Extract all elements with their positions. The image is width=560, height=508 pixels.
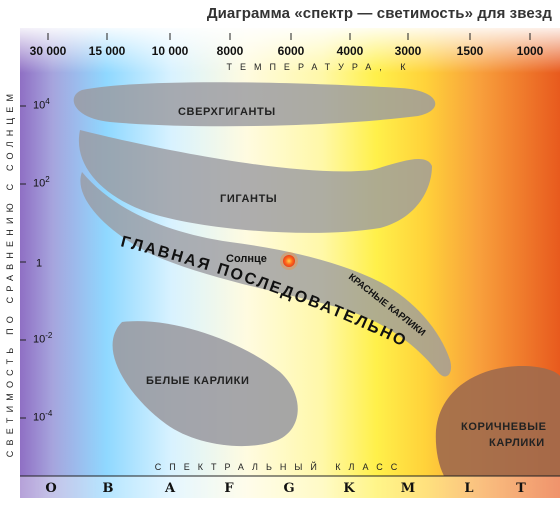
luminosity-axis-label: СВЕТИМОСТЬ ПО СРАВНЕНИЮ С СОЛНЦЕМ [5,88,15,458]
temperature-tick: 1000 [516,44,544,58]
temperature-tick: 6000 [277,44,305,58]
diagram-title: Диаграмма «спектр — светимость» для звез… [206,5,552,22]
temperature-tick: 8000 [216,44,244,58]
spectral-class: G [283,481,295,496]
sun-label: Солнце [226,253,267,265]
temperature-tick: 30 000 [29,44,67,58]
spectral-axis-label: СПЕКТРАЛЬНЫЙ КЛАСС [154,462,406,472]
temperature-tick: 1500 [456,44,484,58]
giants-label: ГИГАНТЫ [220,193,278,205]
white-dwarfs-label: БЕЛЫЕ КАРЛИКИ [146,375,250,387]
temperature-tick-marks [47,33,531,40]
main-sequence-region [80,172,452,377]
spectral-class: A [164,481,176,496]
white-dwarfs-region [112,321,298,447]
supergiants-label: СВЕРХГИГАНТЫ [178,106,276,118]
giants-region [78,130,432,233]
luminosity-tick: 102 [33,175,50,190]
brown-dwarfs-region [435,366,560,476]
luminosity-tick: 1 [36,257,43,270]
spectral-class-band [20,476,560,498]
luminosity-tick: 104 [33,97,50,112]
temperature-tick: 4000 [336,44,364,58]
spectral-class: T [516,481,526,496]
spectral-class: M [400,481,416,496]
temperature-tick: 10 000 [151,44,189,58]
spectral-class: L [464,481,474,496]
luminosity-tick-marks [20,105,26,419]
brown-dwarfs-label-line1: КОРИЧНЕВЫЕ [461,421,547,433]
brown-dwarfs-label-line2: КАРЛИКИ [489,437,545,449]
supergiants-region [73,82,436,127]
spectral-class: O [45,481,57,496]
temperature-tick: 15 000 [88,44,126,58]
luminosity-tick: 10-2 [33,331,53,346]
temperature-axis-label: ТЕМПЕРАТУРА, К [226,62,414,72]
sun-icon [280,252,298,270]
spectral-class: F [224,481,234,496]
spectral-class: B [102,481,114,496]
temperature-tick: 3000 [394,44,422,58]
luminosity-tick: 10-4 [33,409,53,424]
spectral-class: K [343,481,355,496]
